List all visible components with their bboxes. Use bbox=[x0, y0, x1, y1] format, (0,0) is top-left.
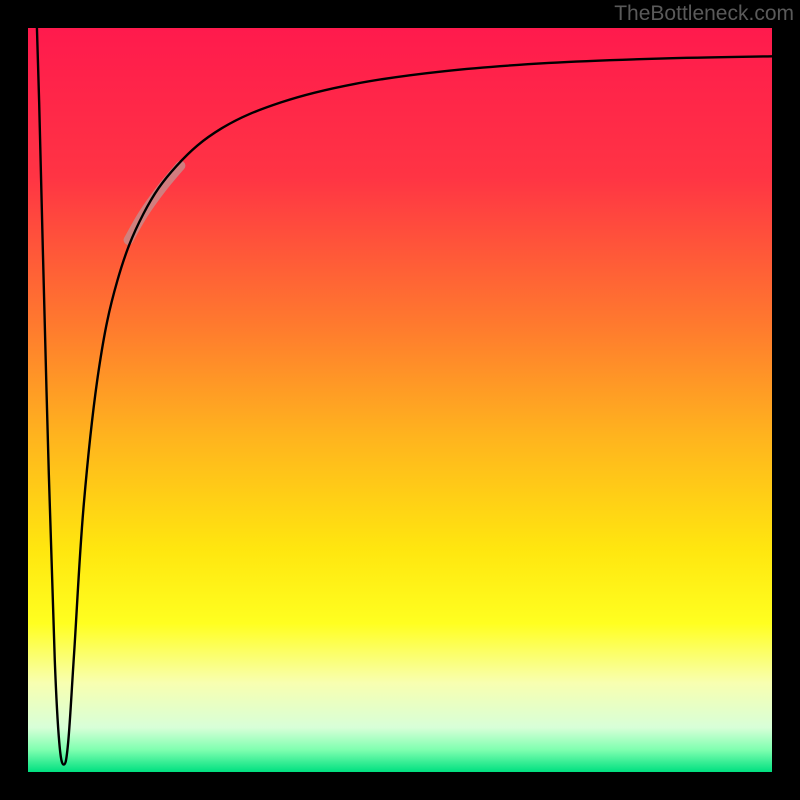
plot-area bbox=[28, 28, 772, 772]
curve-layer bbox=[28, 28, 772, 772]
bottleneck-curve bbox=[37, 28, 772, 765]
watermark-text: TheBottleneck.com bbox=[614, 2, 794, 26]
chart-container: TheBottleneck.com bbox=[0, 0, 800, 800]
